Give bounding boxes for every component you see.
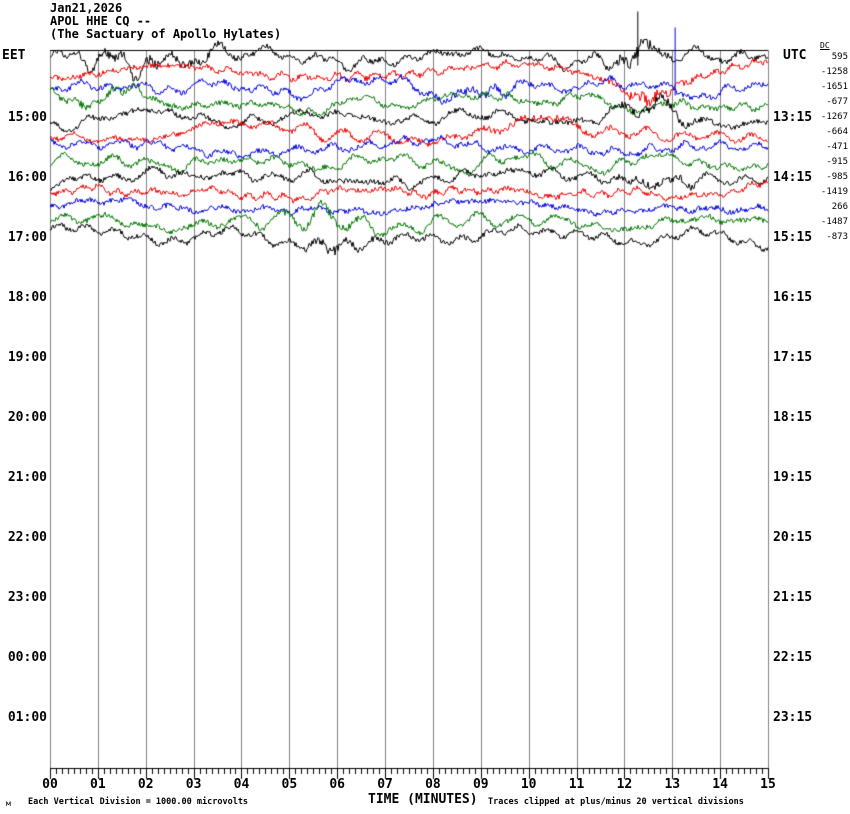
dc-offset-value: -1487 <box>820 217 848 227</box>
x-minute-tick-label: 15 <box>760 777 776 792</box>
vertical-division-note: Each Vertical Division = 1000.00 microvo… <box>28 797 249 807</box>
left-hour-label: 15:00 <box>7 109 47 125</box>
x-minute-tick-label: 09 <box>472 777 489 792</box>
dc-offset-value: 266 <box>831 202 848 212</box>
left-hour-label: 20:00 <box>7 409 47 425</box>
left-axis-unit-label: EET <box>2 48 26 63</box>
left-hour-label: 18:00 <box>7 289 47 305</box>
right-hour-label: 16:15 <box>773 289 813 305</box>
dc-offset-value: -677 <box>826 97 848 107</box>
dc-offset-value: -471 <box>826 142 848 152</box>
x-minute-tick-label: 11 <box>568 777 585 792</box>
right-hour-label: 22:15 <box>773 649 813 665</box>
right-hour-label: 20:15 <box>773 529 813 545</box>
x-minute-tick-label: 06 <box>329 777 346 792</box>
x-minute-tick-label: 04 <box>233 777 250 792</box>
right-axis-unit-label: UTC <box>783 48 807 63</box>
left-hour-label: 19:00 <box>7 349 47 365</box>
x-minute-tick-label: 08 <box>425 777 441 792</box>
left-hour-label: 22:00 <box>7 529 47 545</box>
right-hour-label: 23:15 <box>773 709 813 725</box>
dc-offset-value: -985 <box>826 172 848 182</box>
dc-offset-value: 595 <box>831 52 848 62</box>
right-hour-label: 19:15 <box>773 469 813 485</box>
x-axis-title: TIME (MINUTES) <box>368 792 478 807</box>
x-minute-tick-label: 03 <box>185 777 202 792</box>
right-hour-label: 21:15 <box>773 589 813 605</box>
x-minute-tick-label: 01 <box>90 777 106 792</box>
left-hour-label: 21:00 <box>7 469 47 485</box>
x-minute-tick-label: 02 <box>137 777 154 792</box>
left-hour-label: 17:00 <box>7 229 47 245</box>
dc-offset-value: -1419 <box>820 187 848 197</box>
right-hour-label: 17:15 <box>773 349 813 365</box>
clipping-note: Traces clipped at plus/minus 20 vertical… <box>488 797 744 807</box>
x-minute-tick-label: 10 <box>520 777 537 792</box>
left-hour-label: 23:00 <box>7 589 47 605</box>
left-hour-label: 16:00 <box>7 169 47 185</box>
dc-offset-value: -664 <box>826 127 848 137</box>
left-hour-label: 01:00 <box>7 709 47 725</box>
dc-offset-value: -915 <box>826 157 848 167</box>
left-hour-label: 00:00 <box>7 649 47 665</box>
dc-offset-value: -1651 <box>820 82 848 92</box>
right-hour-label: 18:15 <box>773 409 813 425</box>
x-minute-tick-label: 07 <box>377 777 393 792</box>
x-minute-tick-label: 12 <box>616 777 633 792</box>
x-minute-tick-label: 05 <box>281 777 298 792</box>
corner-glyph: м <box>6 799 11 808</box>
dc-offset-value: -1258 <box>820 67 848 77</box>
x-minute-tick-label: 14 <box>712 777 728 792</box>
dc-column-header: DC <box>820 41 830 50</box>
x-minute-tick-label: 00 <box>42 777 58 792</box>
dc-offset-value: -1267 <box>820 112 848 122</box>
dc-offset-value: -873 <box>826 232 848 242</box>
x-minute-tick-label: 13 <box>664 777 681 792</box>
